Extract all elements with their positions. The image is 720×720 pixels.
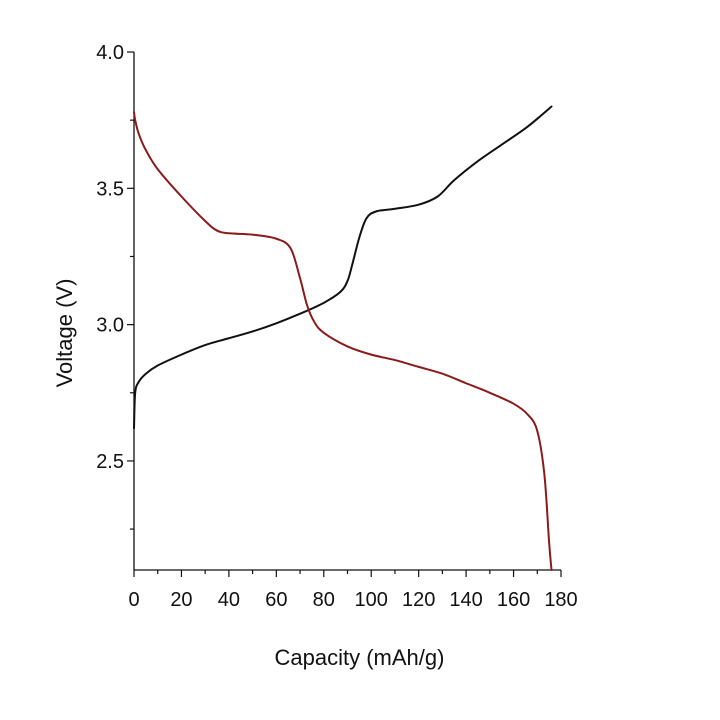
x-axis: 0 20 40 60 80 100 120 140 160 180: [128, 569, 578, 611]
x-tick-label: 120: [402, 589, 435, 611]
x-tick-label: 0: [128, 589, 139, 611]
y-tick-label: 3.0: [96, 315, 124, 337]
y-tick-label: 2.5: [96, 451, 124, 473]
x-tick-label: 140: [449, 589, 482, 611]
x-tick-label: 160: [497, 589, 530, 611]
x-tick-label: 80: [313, 589, 335, 611]
x-tick-label: 180: [544, 589, 577, 611]
y-axis-title: Voltage (V): [52, 279, 77, 388]
x-tick-label: 100: [355, 589, 388, 611]
y-tick-label: 4.0: [96, 42, 124, 64]
series-layer: [133, 105, 553, 571]
series-line-red: [133, 110, 553, 571]
y-tick-label: 3.5: [96, 178, 124, 200]
x-axis-title: Capacity (mAh/g): [275, 645, 445, 670]
y-axis: 2.5 3.0 3.5 4.0: [96, 42, 135, 570]
x-tick-label: 60: [265, 589, 287, 611]
x-tick-label: 20: [170, 589, 192, 611]
x-tick-label: 40: [218, 589, 240, 611]
series-line-black: [133, 105, 553, 430]
